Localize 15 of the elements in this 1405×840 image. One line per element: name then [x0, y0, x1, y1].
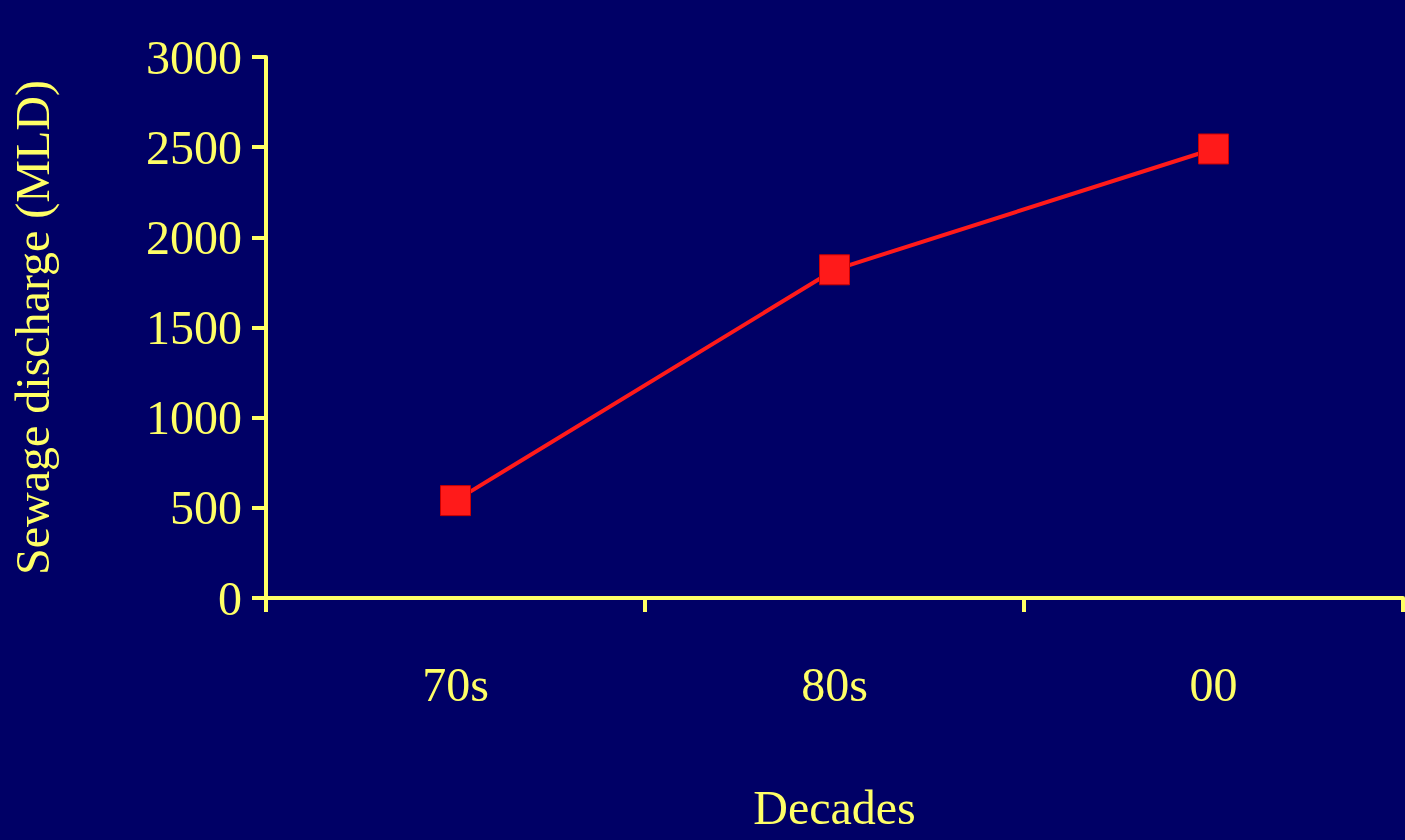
x-axis-title: Decades — [753, 780, 916, 834]
y-tick-label: 500 — [170, 481, 242, 535]
x-tick-label: 00 — [1189, 657, 1238, 711]
point — [1198, 133, 1229, 165]
y-tick-label: 0 — [218, 571, 242, 625]
y-tick-label: 3000 — [146, 30, 242, 84]
x-tick-label: 80s — [801, 657, 868, 711]
y-tick-label: 1000 — [146, 391, 242, 445]
y-axis-title: Sewage discharge (MLD) — [5, 80, 60, 575]
y-tick-label: 2500 — [146, 120, 242, 174]
x-tick-label: 70s — [422, 657, 489, 711]
y-tick-label: 1500 — [146, 301, 242, 354]
point — [440, 485, 471, 517]
y-tick-label: 2000 — [146, 210, 242, 264]
point — [819, 254, 850, 286]
